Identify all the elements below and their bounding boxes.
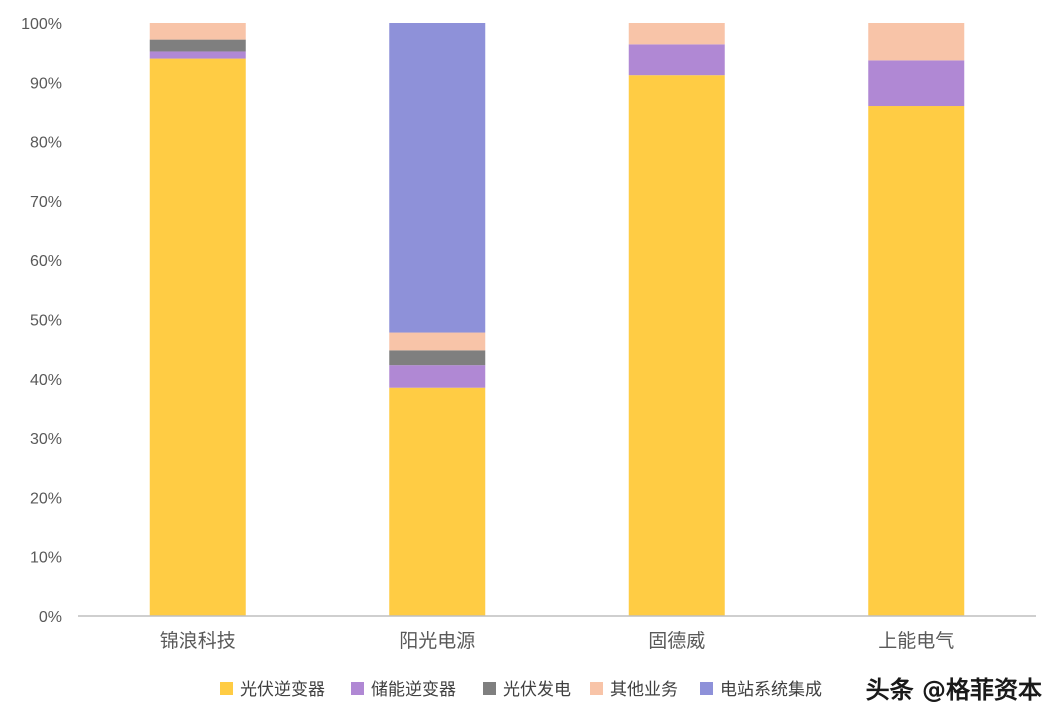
legend-swatch (700, 682, 713, 695)
y-tick-label: 40% (30, 372, 62, 389)
legend-swatch (351, 682, 364, 695)
bar-segment (389, 23, 486, 333)
y-tick-label: 30% (30, 431, 62, 448)
legend-label: 光伏发电 (503, 680, 571, 700)
legend-swatch (483, 682, 496, 695)
watermark-text: 头条 @格菲资本 (866, 676, 1042, 704)
bar-segment (868, 106, 965, 617)
bars-group (149, 23, 965, 617)
y-tick-label: 50% (30, 313, 62, 330)
y-tick-label: 100% (21, 16, 62, 33)
bar-segment (868, 23, 965, 61)
x-category-label: 固德威 (648, 630, 705, 652)
x-category-label: 阳光电源 (399, 630, 475, 652)
y-tick-label: 20% (30, 490, 62, 507)
legend-label: 储能逆变器 (371, 680, 456, 700)
x-category-label: 上能电气 (878, 630, 954, 652)
y-tick-label: 60% (30, 253, 62, 270)
legend-label: 其他业务 (610, 680, 678, 700)
bar-segment (149, 23, 246, 40)
bar-segment (149, 39, 246, 52)
bar-segment (389, 332, 486, 351)
bar-segment (389, 365, 486, 388)
legend-label: 光伏逆变器 (240, 680, 325, 700)
bar-segment (628, 44, 725, 76)
bar-segment (628, 23, 725, 45)
x-category-label: 锦浪科技 (160, 630, 236, 652)
legend-swatch (590, 682, 603, 695)
y-tick-label: 10% (30, 550, 62, 567)
y-tick-label: 70% (30, 194, 62, 211)
bar-segment (149, 58, 246, 616)
legend: 光伏逆变器 储能逆变器 光伏发电 其他业务 电站系统集成 (220, 680, 822, 700)
legend-swatch (220, 682, 233, 695)
y-tick-label: 0% (39, 609, 62, 626)
bar-segment (868, 60, 965, 107)
y-tick-label: 90% (30, 75, 62, 92)
x-axis-labels: 锦浪科技 阳光电源 固德威 上能电气 (160, 630, 955, 652)
bar-segment (149, 51, 246, 59)
bar-segment (389, 387, 486, 616)
legend-label: 电站系统集成 (720, 680, 822, 700)
y-axis-ticks: 0% 10% 20% 30% 40% 50% 60% 70% 80% 90% 100% (21, 16, 62, 626)
bar-segment (389, 350, 486, 366)
bar-segment (628, 75, 725, 616)
watermark: 头条 @格菲资本 (866, 676, 1042, 704)
y-tick-label: 80% (30, 135, 62, 152)
